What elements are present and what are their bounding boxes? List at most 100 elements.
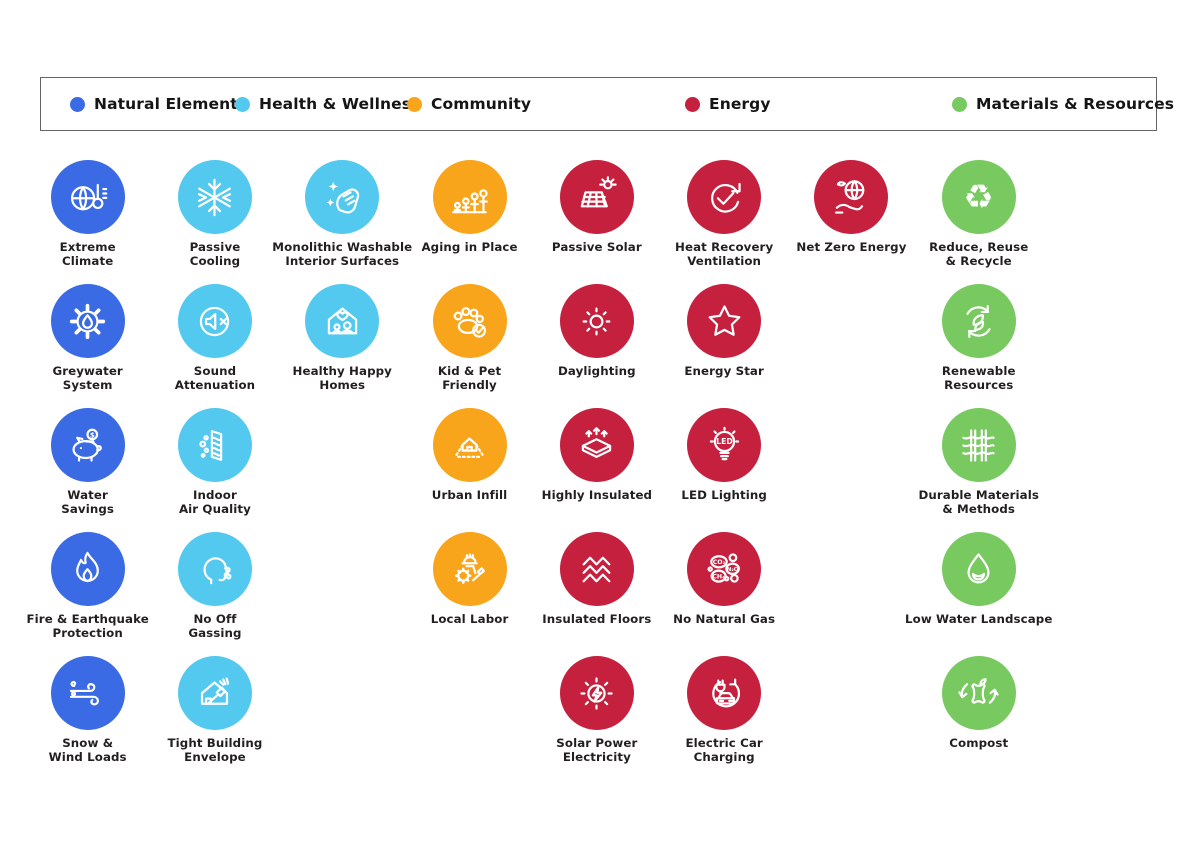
led-bulb-icon: LED xyxy=(687,408,762,482)
icon-item-energy-star: Energy Star xyxy=(660,284,787,408)
icon-label-line: Low Water Landscape xyxy=(905,612,1053,626)
recycle-arrows-icon: ♻ xyxy=(941,160,1016,234)
icon-item-compost: Compost xyxy=(915,656,1042,780)
icon-label-line: Air Quality xyxy=(178,501,251,516)
icon-item-water-savings: $ Water Savings xyxy=(24,408,151,532)
insulated-layers-icon xyxy=(559,408,634,482)
circular-check-icon xyxy=(687,160,762,234)
icon-label-line: & Methods xyxy=(942,501,1016,516)
legend-item-energy: Energy xyxy=(685,95,771,113)
icon-label-line: Tight Building xyxy=(167,736,263,750)
icon-label-line: Indoor xyxy=(193,488,237,502)
icon-label-line: Energy Star xyxy=(684,364,764,378)
icon-label: Renewable Resources xyxy=(903,364,1055,393)
car-plug-icon xyxy=(687,656,762,730)
icon-item-tight-building-envelope: Tight Building Envelope xyxy=(151,656,278,780)
icon-item-aging-in-place: Aging in Place xyxy=(406,160,533,284)
icon-label-line: Snow & xyxy=(62,736,114,750)
legend-label: Natural Elements xyxy=(94,95,248,113)
icon-label-line: Attenuation xyxy=(174,377,256,392)
health-color-dot-icon xyxy=(235,96,250,112)
icon-label-line: LED Lighting xyxy=(681,488,767,502)
icon-label-line: No Natural Gas xyxy=(673,612,776,626)
icon-label-line: Reduce, Reuse xyxy=(929,240,1029,254)
natural-color-dot-icon xyxy=(70,96,85,112)
icon-label: Compost xyxy=(903,736,1055,751)
icon-item-electric-car-charging: Electric Car Charging xyxy=(660,656,787,780)
worker-tools-icon xyxy=(432,532,507,606)
icon-label-line: Renewable xyxy=(941,364,1016,378)
svg-text:CH₄: CH₄ xyxy=(712,573,725,580)
icon-label: Heat Recovery Ventilation xyxy=(648,240,800,269)
icon-item-urban-infill: Urban Infill xyxy=(406,408,533,532)
icon-label-line: Net Zero Energy xyxy=(796,240,907,254)
icon-item-led-lighting: LED LED Lighting xyxy=(660,408,787,532)
icon-item-insulated-floors: Insulated Floors xyxy=(533,532,660,656)
speaker-mute-icon xyxy=(177,284,252,358)
icon-label-line: Heat Recovery xyxy=(675,240,774,254)
icon-label-line: Insulated Floors xyxy=(542,612,652,626)
icon-label-line: Wind Loads xyxy=(48,749,127,764)
svg-text:CO₂: CO₂ xyxy=(712,558,725,565)
icon-label: No Natural Gas xyxy=(648,612,800,627)
legend-item-community: Community xyxy=(407,95,531,113)
icon-label: Electric Car Charging xyxy=(648,736,800,765)
legend-item-materials: Materials & Resources xyxy=(952,95,1174,113)
icon-label-line: Fire & Earthquake xyxy=(26,612,149,626)
paw-check-icon xyxy=(432,284,507,358)
icon-label-line: Greywater xyxy=(52,364,123,378)
house-lot-icon xyxy=(432,408,507,482)
icon-item-reduce-reuse-recycle: ♻ Reduce, Reuse & Recycle xyxy=(915,160,1042,284)
icon-label-line: System xyxy=(62,377,113,392)
icon-label-line: Interior Surfaces xyxy=(285,253,400,268)
icon-label-line: Passive xyxy=(189,240,241,254)
flame-icon xyxy=(50,532,125,606)
icon-item-passive-cooling: Passive Cooling xyxy=(151,160,278,284)
icon-label: Healthy Happy Homes xyxy=(266,364,418,393)
icon-label: Daylighting xyxy=(521,364,673,379)
rebar-mesh-icon xyxy=(941,408,1016,482)
icon-label-line: Gassing xyxy=(188,625,242,640)
icon-item-kid-pet-friendly: Kid & Pet Friendly xyxy=(406,284,533,408)
icon-label-line: Local Labor xyxy=(430,612,509,626)
icon-label-line: Daylighting xyxy=(558,364,636,378)
icon-label: Extreme Climate xyxy=(12,240,164,269)
icon-item-solar-power-electricity: Solar Power Electricity xyxy=(533,656,660,780)
snowflake-icon xyxy=(177,160,252,234)
icon-label: Insulated Floors xyxy=(521,612,673,627)
icon-label-line: Resources xyxy=(944,377,1014,392)
legend-item-health: Health & Wellness xyxy=(235,95,420,113)
icon-label: Energy Star xyxy=(648,364,800,379)
icon-item-local-labor: Local Labor xyxy=(406,532,533,656)
icon-label-line: Monolithic Washable xyxy=(272,240,413,254)
gear-droplet-icon xyxy=(50,284,125,358)
icon-item-healthy-happy-homes: Healthy Happy Homes xyxy=(279,284,406,408)
icon-label: Monolithic Washable Interior Surfaces xyxy=(266,240,418,269)
icon-label-line: No Off xyxy=(193,612,237,626)
globe-thermometer-icon xyxy=(50,160,125,234)
icon-label: Snow & Wind Loads xyxy=(12,736,164,765)
icon-item-renewable-resources: Renewable Resources xyxy=(915,284,1042,408)
icon-grid: Extreme Climate Passive Cooling Monolithic W… xyxy=(24,160,1052,780)
icon-label: Greywater System xyxy=(12,364,164,393)
icon-label: Solar Power Electricity xyxy=(521,736,673,765)
icon-item-no-natural-gas: CO₂ N₂O CH₄ No Natural Gas xyxy=(660,532,787,656)
icon-item-snow-wind-loads: Snow & Wind Loads xyxy=(24,656,151,780)
gas-molecules-icon: CO₂ N₂O CH₄ xyxy=(687,532,762,606)
svg-text:LED: LED xyxy=(716,437,733,446)
star-icon xyxy=(687,284,762,358)
icon-label-line: Homes xyxy=(319,377,366,392)
icon-label: Urban Infill xyxy=(394,488,546,503)
icon-label: Kid & Pet Friendly xyxy=(394,364,546,393)
air-filter-icon xyxy=(177,408,252,482)
aging-people-icon xyxy=(432,160,507,234)
community-color-dot-icon xyxy=(407,96,422,112)
droplet-smile-icon xyxy=(941,532,1016,606)
wind-swirls-icon xyxy=(50,656,125,730)
icon-label-line: Ventilation xyxy=(687,253,762,268)
compost-core-icon xyxy=(941,656,1016,730)
legend-label: Health & Wellness xyxy=(259,95,421,113)
svg-text:♻: ♻ xyxy=(964,177,994,216)
icon-label: Net Zero Energy xyxy=(775,240,927,255)
